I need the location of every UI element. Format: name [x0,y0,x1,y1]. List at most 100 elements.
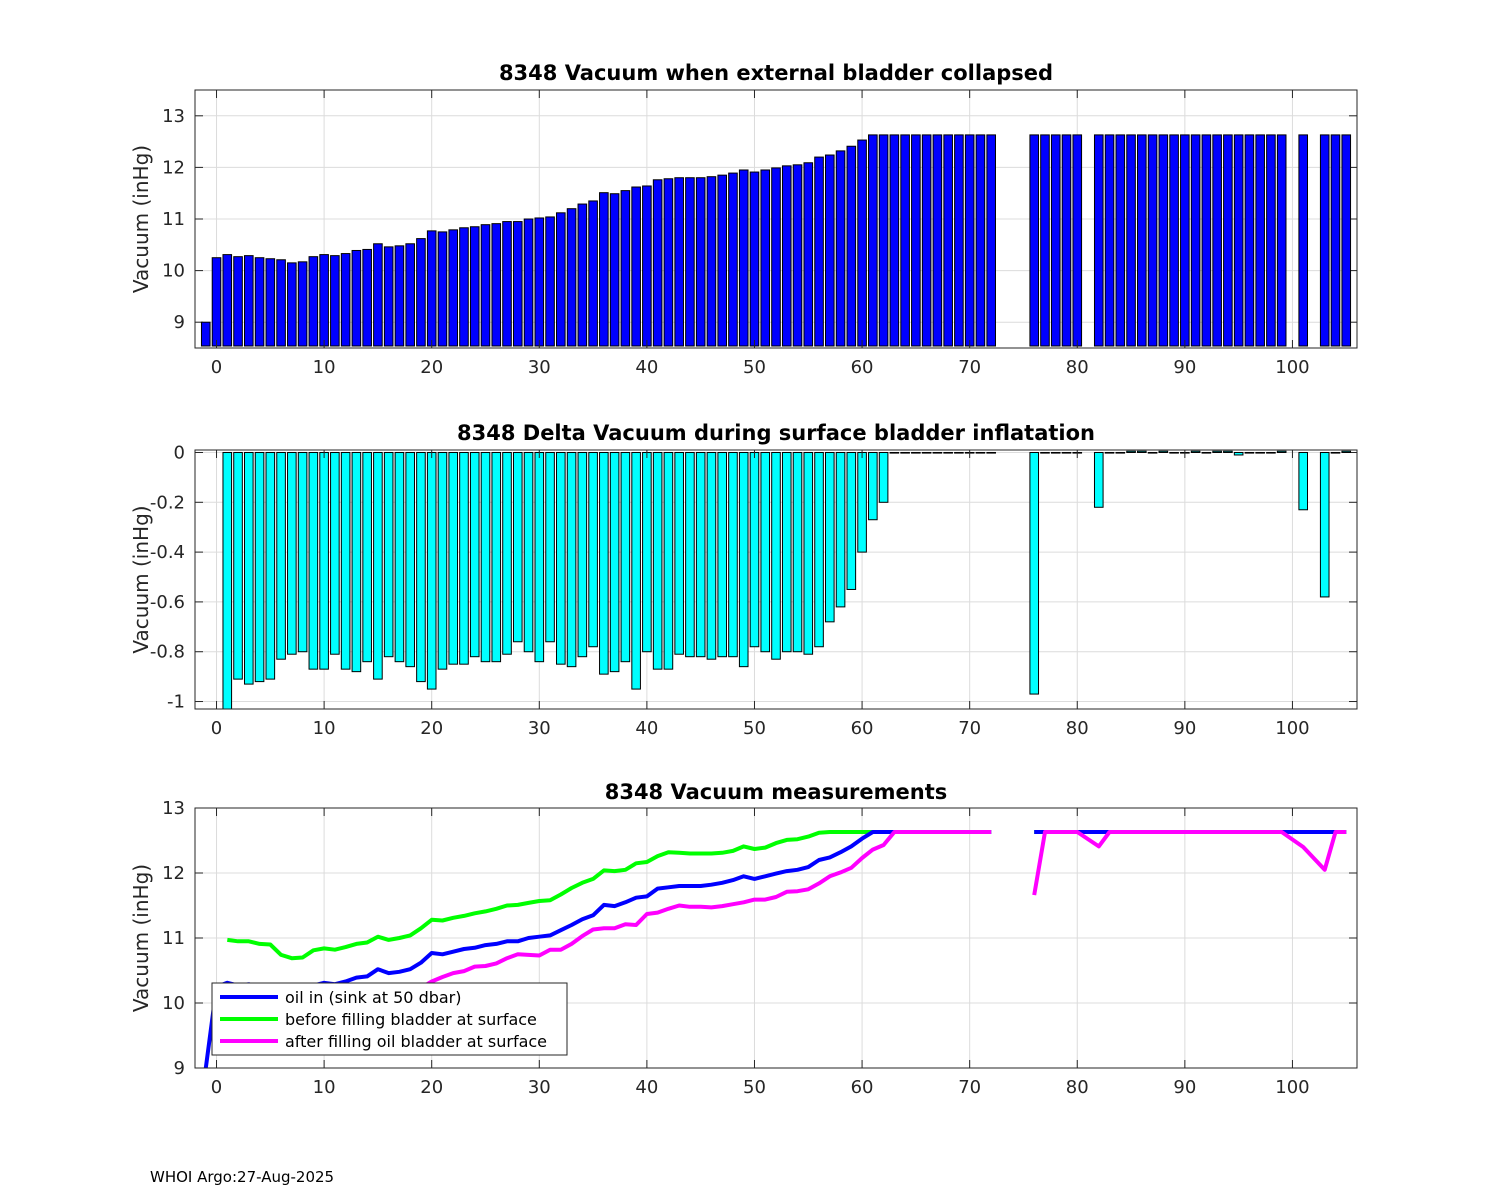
bar [695,177,706,347]
bar [857,139,867,347]
bar [448,451,459,665]
y-tick-label: 10 [162,993,185,1014]
bar [1169,451,1179,454]
y-axis-label: Vacuum (inHg) [129,505,153,653]
x-tick-label: 50 [743,357,766,378]
bar [749,171,760,347]
bar [1147,134,1158,347]
bar [340,253,351,347]
bar [512,221,523,347]
bar [330,255,340,347]
bar [717,174,728,347]
bar [566,208,577,347]
bar [1061,451,1072,454]
bar [523,451,534,653]
bar [728,451,738,658]
bar [469,226,480,347]
bar [480,224,491,347]
x-tick-label: 80 [1066,1077,1089,1098]
bar [416,238,426,347]
bar [480,451,491,663]
bar [781,165,792,347]
chart-3: 0 10 20 30 40 50 60 70 80 90 100 9 10 11 12 13 oil in (s… [129,780,1358,1098]
bar [297,451,308,653]
bar [373,451,383,680]
bar [383,451,394,658]
x-tick-label: 20 [420,357,443,378]
bar [642,185,652,347]
bar [943,134,953,347]
bar [986,451,996,454]
bar [588,200,598,347]
bar [426,451,437,690]
bar [975,134,986,347]
bar [351,249,362,347]
bar [1050,451,1061,454]
bar [308,451,319,670]
bar [1319,134,1330,347]
x-tick-label: 30 [528,718,551,739]
bar [1180,134,1190,347]
bar [394,245,405,347]
bar [566,451,577,668]
bar [642,451,652,653]
bar [1029,451,1040,695]
x-tick-label: 40 [635,718,658,739]
bar [900,134,910,347]
bar [846,145,857,347]
x-tick-label: 0 [211,1077,222,1098]
bar [1319,451,1330,598]
bar [362,248,372,347]
bar [222,254,233,347]
bar [1255,451,1265,454]
y-tick-label: -0.8 [150,642,185,663]
bar [1212,134,1222,347]
bar [502,451,512,655]
y-tick-label: 12 [162,863,185,884]
bar [297,261,308,347]
x-tick-label: 80 [1066,357,1089,378]
bar [620,190,631,347]
y-tick-label: 13 [162,106,185,127]
bar [663,178,674,347]
x-tick-label: 70 [958,357,981,378]
bar [383,246,394,347]
bar [437,451,448,670]
bar [1233,134,1244,347]
bar [459,451,469,665]
bar [426,230,437,347]
bar [932,451,943,454]
bar [523,218,534,347]
bar [781,451,792,653]
chart-2: 0 10 20 30 40 50 60 70 80 90 100 -1 -0.8 -0.6 -0.4 -0.2… [129,421,1358,739]
bar [362,451,372,663]
y-tick-label: 11 [162,209,185,230]
bar [599,451,609,675]
bar [954,134,964,347]
bar [330,451,340,655]
bar [512,451,523,643]
bar [738,169,749,347]
legend: oil in (sink at 50 dbar) before filling b… [211,982,568,1056]
x-tick-label: 70 [958,1077,981,1098]
bar [631,451,641,690]
bar [803,451,814,655]
x-tick-label: 80 [1066,718,1089,739]
x-tick-label: 0 [211,357,222,378]
bar [760,451,771,653]
bar [276,451,286,660]
bar [1169,134,1179,347]
bar [1072,134,1083,347]
bar [1093,134,1104,347]
bar [1201,451,1212,454]
legend-label: after filling oil bladder at surface [285,1032,547,1051]
bar [459,227,469,347]
bar [1266,134,1276,347]
bar [1212,450,1222,453]
bar [1223,134,1233,347]
bar [868,451,878,521]
y-tick-label: 11 [162,928,185,949]
bar [1040,134,1050,347]
bar [954,451,964,454]
